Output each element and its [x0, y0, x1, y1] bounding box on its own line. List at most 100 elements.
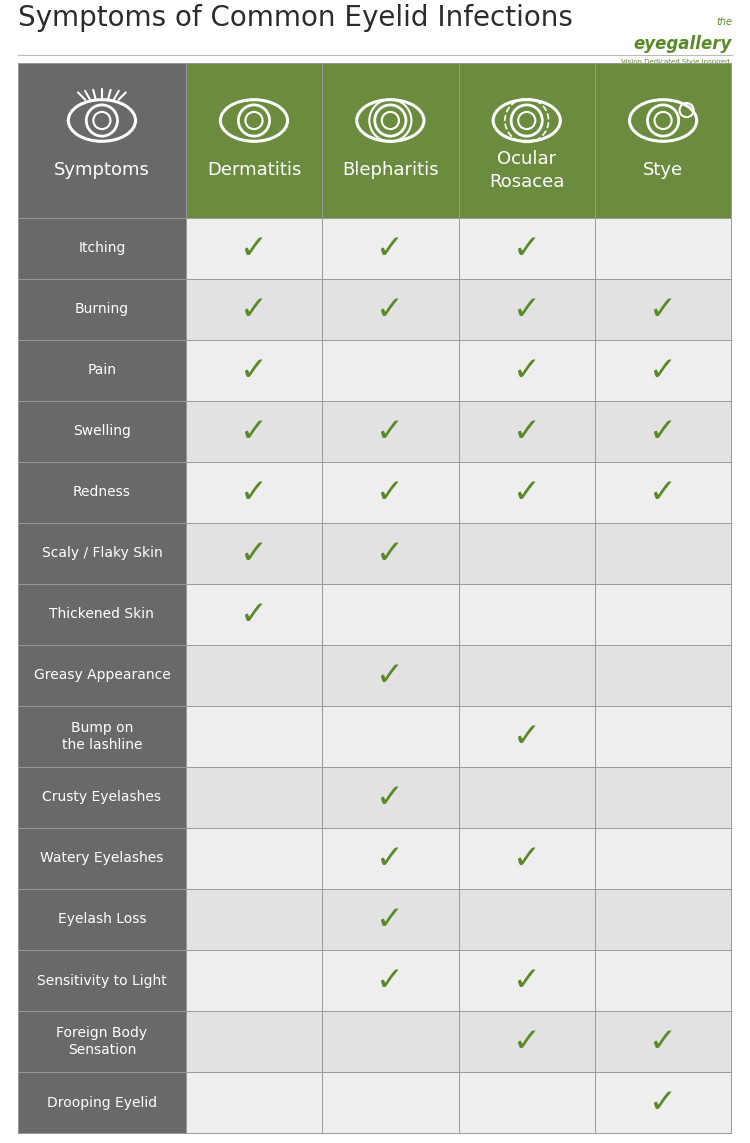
- Text: ✓: ✓: [376, 475, 404, 509]
- Text: Bump on
the lashline: Bump on the lashline: [62, 721, 142, 752]
- FancyBboxPatch shape: [595, 401, 731, 462]
- FancyBboxPatch shape: [186, 584, 322, 645]
- Text: ✓: ✓: [513, 293, 541, 326]
- Text: ✓: ✓: [513, 475, 541, 509]
- Text: ✓: ✓: [376, 842, 404, 876]
- Text: ✓: ✓: [649, 293, 677, 326]
- FancyBboxPatch shape: [458, 828, 595, 889]
- Text: ✓: ✓: [376, 293, 404, 326]
- Text: Eyelash Loss: Eyelash Loss: [58, 912, 146, 927]
- Text: Swelling: Swelling: [73, 424, 130, 439]
- FancyBboxPatch shape: [186, 1072, 322, 1133]
- FancyBboxPatch shape: [322, 1012, 458, 1072]
- FancyBboxPatch shape: [458, 645, 595, 706]
- FancyBboxPatch shape: [18, 584, 186, 645]
- Text: Itching: Itching: [78, 241, 125, 256]
- FancyBboxPatch shape: [595, 706, 731, 767]
- FancyBboxPatch shape: [186, 889, 322, 950]
- Text: ✓: ✓: [240, 354, 268, 387]
- FancyBboxPatch shape: [18, 706, 186, 767]
- FancyBboxPatch shape: [458, 889, 595, 950]
- FancyBboxPatch shape: [595, 584, 731, 645]
- FancyBboxPatch shape: [322, 462, 458, 523]
- Text: ✓: ✓: [513, 1025, 541, 1058]
- FancyBboxPatch shape: [595, 767, 731, 828]
- FancyBboxPatch shape: [18, 828, 186, 889]
- FancyBboxPatch shape: [322, 645, 458, 706]
- FancyBboxPatch shape: [186, 1012, 322, 1072]
- Text: Stye: Stye: [643, 161, 683, 179]
- FancyBboxPatch shape: [322, 706, 458, 767]
- FancyBboxPatch shape: [18, 339, 186, 401]
- FancyBboxPatch shape: [186, 218, 322, 279]
- FancyBboxPatch shape: [595, 339, 731, 401]
- Text: the: the: [716, 17, 732, 27]
- Text: ✓: ✓: [376, 903, 404, 936]
- Text: Sensitivity to Light: Sensitivity to Light: [37, 974, 166, 988]
- Text: ✓: ✓: [649, 1086, 677, 1119]
- FancyBboxPatch shape: [18, 462, 186, 523]
- FancyBboxPatch shape: [322, 401, 458, 462]
- Text: Redness: Redness: [73, 486, 130, 499]
- FancyBboxPatch shape: [595, 279, 731, 339]
- FancyBboxPatch shape: [186, 706, 322, 767]
- Text: ✓: ✓: [376, 964, 404, 997]
- FancyBboxPatch shape: [458, 1012, 595, 1072]
- Text: Drooping Eyelid: Drooping Eyelid: [46, 1095, 157, 1110]
- Text: ✓: ✓: [513, 354, 541, 387]
- Text: ✓: ✓: [240, 415, 268, 448]
- FancyBboxPatch shape: [186, 63, 731, 218]
- Text: Watery Eyelashes: Watery Eyelashes: [40, 852, 164, 865]
- Text: Scaly / Flaky Skin: Scaly / Flaky Skin: [41, 546, 162, 560]
- FancyBboxPatch shape: [595, 828, 731, 889]
- Text: ✓: ✓: [649, 415, 677, 448]
- FancyBboxPatch shape: [595, 1072, 731, 1133]
- FancyBboxPatch shape: [186, 950, 322, 1012]
- FancyBboxPatch shape: [186, 523, 322, 584]
- Text: Foreign Body
Sensation: Foreign Body Sensation: [56, 1026, 148, 1057]
- Text: Blepharitis: Blepharitis: [342, 161, 439, 179]
- FancyBboxPatch shape: [458, 218, 595, 279]
- Text: ✓: ✓: [240, 232, 268, 265]
- Text: Crusty Eyelashes: Crusty Eyelashes: [43, 791, 161, 805]
- Text: ✓: ✓: [376, 660, 404, 692]
- FancyBboxPatch shape: [595, 218, 731, 279]
- Text: Ocular
Rosacea: Ocular Rosacea: [489, 151, 565, 191]
- FancyBboxPatch shape: [458, 584, 595, 645]
- FancyBboxPatch shape: [458, 767, 595, 828]
- FancyBboxPatch shape: [595, 1012, 731, 1072]
- FancyBboxPatch shape: [322, 218, 458, 279]
- FancyBboxPatch shape: [595, 889, 731, 950]
- FancyBboxPatch shape: [186, 339, 322, 401]
- FancyBboxPatch shape: [322, 950, 458, 1012]
- FancyBboxPatch shape: [186, 462, 322, 523]
- Text: ✓: ✓: [513, 415, 541, 448]
- FancyBboxPatch shape: [18, 218, 186, 279]
- FancyBboxPatch shape: [322, 828, 458, 889]
- FancyBboxPatch shape: [458, 523, 595, 584]
- Text: ✓: ✓: [649, 475, 677, 509]
- FancyBboxPatch shape: [18, 523, 186, 584]
- FancyBboxPatch shape: [322, 584, 458, 645]
- Text: Symptoms of Common Eyelid Infections: Symptoms of Common Eyelid Infections: [18, 3, 573, 32]
- FancyBboxPatch shape: [595, 950, 731, 1012]
- FancyBboxPatch shape: [322, 279, 458, 339]
- FancyBboxPatch shape: [18, 950, 186, 1012]
- Text: ✓: ✓: [240, 475, 268, 509]
- Text: Symptoms: Symptoms: [54, 161, 150, 179]
- FancyBboxPatch shape: [18, 279, 186, 339]
- FancyBboxPatch shape: [18, 1012, 186, 1072]
- FancyBboxPatch shape: [18, 889, 186, 950]
- FancyBboxPatch shape: [458, 462, 595, 523]
- FancyBboxPatch shape: [595, 462, 731, 523]
- Text: Burning: Burning: [75, 303, 129, 317]
- FancyBboxPatch shape: [322, 1072, 458, 1133]
- FancyBboxPatch shape: [458, 279, 595, 339]
- Text: Dermatitis: Dermatitis: [207, 161, 302, 179]
- Text: ✓: ✓: [513, 842, 541, 876]
- Text: Vision Dedicated.Style Inspired.: Vision Dedicated.Style Inspired.: [621, 59, 732, 65]
- FancyBboxPatch shape: [322, 767, 458, 828]
- Text: eyegallery: eyegallery: [634, 35, 732, 53]
- FancyBboxPatch shape: [186, 828, 322, 889]
- Text: Thickened Skin: Thickened Skin: [50, 607, 154, 622]
